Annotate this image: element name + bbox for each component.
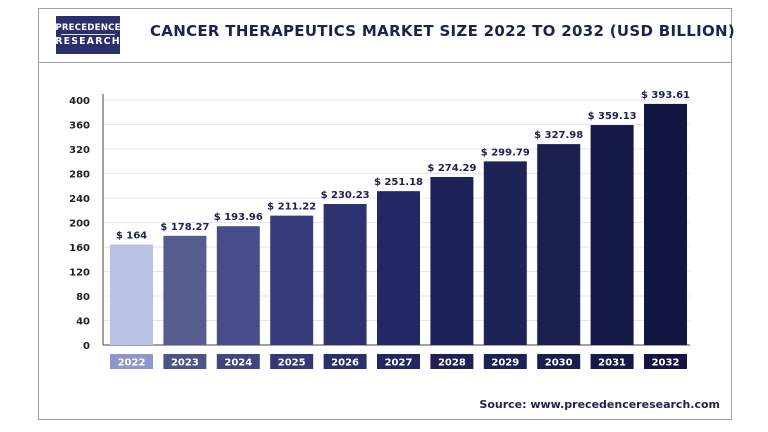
data-label: $ 230.23	[321, 190, 370, 201]
x-tick-label: 2028	[438, 358, 466, 369]
bar	[163, 235, 207, 345]
y-tick-label: 200	[69, 219, 90, 230]
y-tick-label: 40	[76, 317, 90, 328]
x-category-box	[323, 354, 367, 369]
x-tick-label: 2030	[545, 358, 573, 369]
data-label: $ 359.13	[588, 111, 637, 122]
data-label: $ 299.79	[481, 147, 530, 158]
x-category-box	[483, 354, 527, 369]
y-tick-label: 240	[69, 194, 90, 205]
bar	[216, 226, 260, 345]
y-tick-label: 280	[69, 170, 90, 181]
logo-text-line2: RESEARCH	[55, 36, 121, 48]
data-label: $ 251.18	[374, 177, 423, 188]
y-tick-label: 160	[69, 243, 90, 254]
x-tick-label: 2032	[652, 358, 680, 369]
y-tick-label: 120	[69, 268, 90, 279]
bar	[590, 125, 634, 346]
x-tick-label: 2023	[171, 358, 199, 369]
logo-text-line1: PRECEDENCE	[55, 22, 121, 33]
data-label: $ 274.29	[427, 163, 476, 174]
x-tick-label: 2029	[491, 358, 519, 369]
x-tick-label: 2025	[278, 358, 306, 369]
source-note: Source: www.precedenceresearch.com	[479, 398, 720, 411]
chart-title: CANCER THERAPEUTICS MARKET SIZE 2022 TO …	[150, 22, 736, 40]
bar	[644, 103, 687, 345]
bar	[537, 144, 581, 345]
x-category-box	[216, 354, 260, 369]
y-tick-label: 0	[83, 341, 90, 352]
data-label: $ 327.98	[534, 130, 583, 141]
x-category-box	[644, 354, 687, 369]
y-tick-label: 360	[69, 121, 90, 132]
y-tick-label: 80	[76, 292, 90, 303]
header-divider	[38, 62, 732, 63]
x-tick-label: 2027	[385, 358, 413, 369]
x-tick-label: 2026	[331, 358, 359, 369]
x-category-box	[590, 354, 634, 369]
x-tick-label: 2022	[118, 358, 146, 369]
bar	[110, 244, 153, 345]
bar	[430, 176, 474, 345]
x-category-box	[430, 354, 474, 369]
y-tick-label: 400	[69, 96, 90, 107]
bar	[377, 191, 420, 345]
x-category-box	[163, 354, 207, 369]
precedence-research-logo: PRECEDENCE RESEARCH	[55, 16, 121, 54]
x-category-box	[537, 354, 581, 369]
bar	[483, 161, 527, 345]
bar	[270, 215, 314, 345]
data-label: $ 193.96	[214, 212, 263, 223]
data-label: $ 211.22	[267, 202, 316, 213]
data-label: $ 178.27	[160, 222, 209, 233]
y-tick-label: 320	[69, 145, 90, 156]
data-label: $ 393.61	[641, 90, 690, 101]
x-tick-label: 2031	[598, 358, 626, 369]
bar	[323, 203, 367, 345]
x-tick-label: 2024	[224, 358, 252, 369]
x-category-box	[270, 354, 314, 369]
x-category-box	[377, 354, 420, 369]
data-label: $ 164	[116, 231, 147, 242]
x-category-box	[110, 354, 153, 369]
logo-divider	[61, 34, 115, 36]
